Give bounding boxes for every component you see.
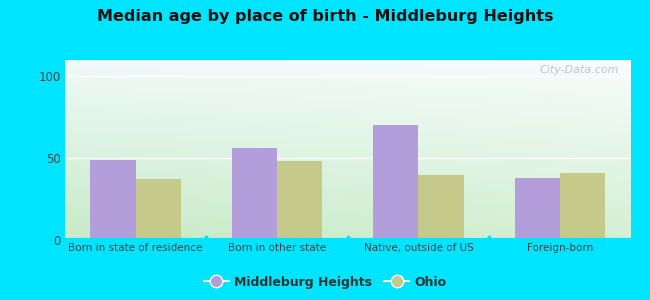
Legend: Middleburg Heights, Ohio: Middleburg Heights, Ohio (199, 271, 451, 294)
Bar (515, 178, 560, 240)
Bar (373, 125, 419, 240)
Bar (419, 175, 463, 240)
Bar (136, 179, 181, 240)
Bar (560, 173, 605, 240)
Text: Median age by place of birth - Middleburg Heights: Median age by place of birth - Middlebur… (97, 9, 553, 24)
Bar (232, 148, 277, 240)
Bar (277, 161, 322, 240)
Bar (90, 160, 136, 240)
Text: City-Data.com: City-Data.com (540, 65, 619, 75)
